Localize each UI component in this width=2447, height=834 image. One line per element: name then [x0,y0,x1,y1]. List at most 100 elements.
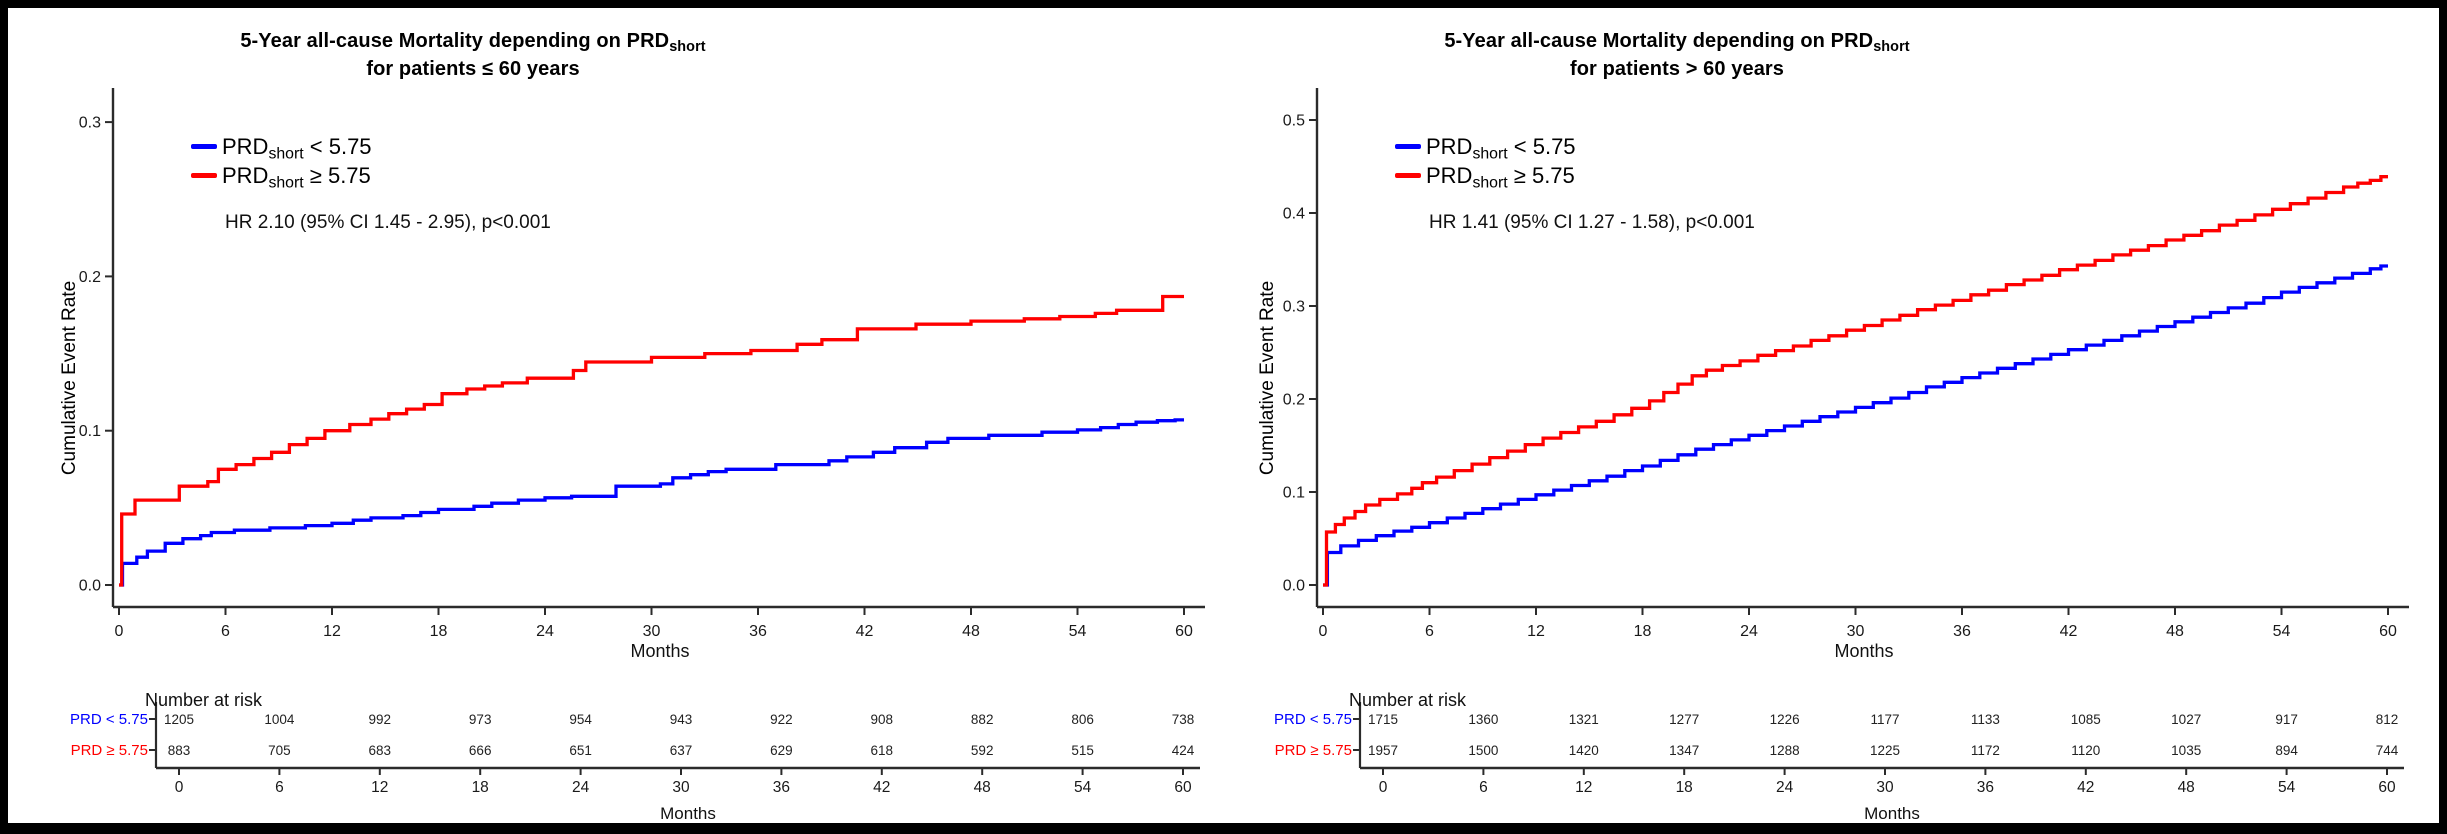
risk-count: 651 [569,743,592,758]
risk-x-tick-label: 24 [1776,779,1794,796]
risk-x-tick-label: 30 [1876,779,1894,796]
risk-table-header: Number at risk [1349,690,1467,710]
risk-x-tick-label: 24 [572,779,590,796]
legend-swatch-red [1395,173,1421,178]
risk-count: 894 [2275,743,2298,758]
legend-text: PRD [222,134,269,159]
x-tick-label: 54 [2273,623,2291,640]
hazard-ratio-annotation: HR 2.10 (95% CI 1.45 - 2.95), p<0.001 [225,212,551,233]
risk-count: 424 [1172,743,1195,758]
title-subscript: short [1873,39,1910,56]
km-curve-low [119,418,1184,587]
x-tick-label: 48 [2166,623,2184,640]
x-tick-label: 24 [1740,623,1758,640]
legend-subscript: short [268,145,304,163]
x-tick-label: 30 [1847,623,1865,640]
risk-count: 1715 [1368,712,1398,727]
risk-row-label: PRD ≥ 5.75 [1275,742,1352,759]
legend-text: PRD [222,163,269,188]
risk-count: 705 [268,743,291,758]
y-tick-label: 0.3 [1283,299,1305,316]
risk-count: 812 [2376,712,2399,727]
risk-x-tick-label: 60 [2378,779,2396,796]
risk-count: 1205 [164,712,194,727]
risk-count: 1321 [1569,712,1599,727]
y-tick-label: 0.0 [1283,578,1305,595]
risk-row-label: PRD ≥ 5.75 [71,742,148,759]
risk-count: 1347 [1669,743,1699,758]
risk-count: 1226 [1770,712,1800,727]
x-tick-label: 18 [430,623,448,640]
x-tick-label: 6 [221,623,230,640]
legend-swatch-blue [1395,144,1421,149]
risk-count: 592 [971,743,994,758]
risk-x-tick-label: 60 [1174,779,1192,796]
x-tick-label: 36 [1953,623,1971,640]
panel-left-title-line2: for patients ≤ 60 years [366,58,580,80]
risk-x-tick-label: 36 [773,779,790,796]
risk-x-tick-label: 36 [1977,779,1994,796]
risk-count: 1288 [1770,743,1800,758]
title-prd: PRD [626,30,670,52]
legend-label-high: PRDshort ≥ 5.75 [1426,163,1575,192]
legend-swatch-blue [191,144,217,149]
title-prd: PRD [1830,30,1874,52]
km-curve-high [119,294,1184,587]
y-tick-label: 0.2 [79,269,101,286]
risk-count: 515 [1071,743,1094,758]
x-tick-label: 42 [2060,623,2078,640]
x-tick-label: 6 [1425,623,1434,640]
panel-left-title-line1: 5-Year all-cause Mortality depending on … [240,30,705,55]
risk-count: 1120 [2071,743,2100,758]
risk-table-header: Number at risk [145,690,263,710]
x-tick-label: 48 [962,623,980,640]
risk-x-tick-label: 30 [672,779,690,796]
risk-count: 629 [770,743,793,758]
risk-x-tick-label: 42 [873,779,890,796]
risk-x-tick-label: 6 [275,779,284,796]
risk-count: 806 [1071,712,1094,727]
title-subscript: short [669,39,706,56]
x-tick-label: 54 [1069,623,1087,640]
km-curve-high [1323,175,2388,587]
x-tick-label: 0 [1319,623,1328,640]
risk-row-label: PRD < 5.75 [1274,711,1352,728]
panel-right-title-line1: 5-Year all-cause Mortality depending on … [1444,30,1909,55]
risk-x-tick-label: 48 [2178,779,2195,796]
x-tick-label: 24 [536,623,554,640]
risk-count: 1085 [2071,712,2101,727]
y-tick-label: 0.1 [1283,485,1305,502]
legend-text: PRD [1426,134,1473,159]
x-tick-label: 60 [2379,623,2397,640]
y-tick-label: 0.4 [1283,206,1305,223]
risk-count: 1035 [2171,743,2201,758]
y-tick-label: 0.5 [1283,113,1305,130]
y-tick-label: 0.2 [1283,392,1305,409]
risk-count: 738 [1172,712,1195,727]
legend-label-high: PRDshort ≥ 5.75 [222,163,371,192]
x-tick-label: 12 [323,623,341,640]
x-tick-label: 18 [1634,623,1652,640]
risk-x-tick-label: 42 [2077,779,2094,796]
x-axis-title: Months [630,641,690,661]
risk-count: 1177 [1870,712,1899,727]
legend-swatch-red [191,173,217,178]
risk-row-label: PRD < 5.75 [70,711,148,728]
x-tick-label: 42 [856,623,874,640]
risk-x-tick-label: 54 [2278,779,2296,796]
risk-table-x-axis-title: Months [1864,804,1920,823]
risk-count: 666 [469,743,492,758]
risk-count: 637 [670,743,693,758]
y-tick-label: 0.3 [79,115,101,132]
legend-label-low: PRDshort < 5.75 [222,134,372,163]
risk-table-x-axis-title: Months [660,804,716,823]
risk-count: 943 [670,712,693,727]
risk-count: 917 [2275,712,2298,727]
risk-count: 973 [469,712,492,727]
risk-x-tick-label: 48 [974,779,991,796]
risk-x-tick-label: 18 [472,779,489,796]
hazard-ratio-annotation: HR 1.41 (95% CI 1.27 - 1.58), p<0.001 [1429,212,1755,233]
legend-text: ≥ 5.75 [1507,163,1575,188]
title-text: 5-Year all-cause Mortality depending on [240,30,627,52]
